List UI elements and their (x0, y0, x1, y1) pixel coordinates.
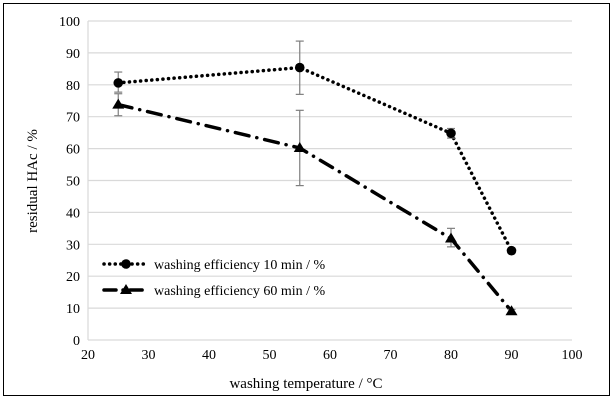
y-tick-label: 20 (66, 270, 80, 285)
y-tick-label: 30 (66, 238, 80, 253)
series-line (116, 102, 514, 314)
y-tick-label: 80 (66, 79, 80, 94)
circle-marker (294, 62, 305, 73)
x-tick-label: 20 (81, 348, 95, 363)
series-group (112, 40, 518, 316)
circle-marker (113, 78, 124, 88)
x-tick-label: 30 (142, 348, 156, 363)
y-tick-label: 0 (73, 334, 80, 349)
x-tick-label: 90 (505, 348, 519, 363)
y-tick-label: 10 (66, 302, 80, 317)
y-tick-label: 60 (66, 143, 80, 158)
x-tick-label: 100 (562, 348, 583, 363)
x-tick-label: 80 (444, 348, 458, 363)
y-tick-label: 90 (66, 47, 80, 62)
series-line (116, 65, 514, 253)
chart-frame (3, 3, 610, 396)
triangle-marker (293, 141, 306, 152)
y-tick-label: 50 (66, 175, 80, 190)
series-1 (113, 40, 517, 256)
x-tick-label: 50 (263, 348, 277, 363)
triangle-marker (505, 305, 518, 316)
x-tick-labels: 20 30 40 50 60 70 80 90 100 (81, 348, 583, 363)
triangle-marker (112, 98, 125, 109)
y-tick-labels: 0 10 20 30 40 50 60 70 80 90 100 (59, 15, 80, 349)
x-tick-label: 70 (384, 348, 398, 363)
circle-marker (121, 259, 131, 269)
legend-label: washing efficiency 60 min / % (154, 284, 326, 299)
legend-label: washing efficiency 10 min / % (154, 258, 326, 273)
triangle-marker (445, 232, 457, 243)
legend: washing efficiency 10 min / % washing eff… (102, 258, 326, 299)
x-tick-label: 60 (323, 348, 337, 363)
y-tick-label: 40 (66, 206, 80, 221)
y-tick-label: 70 (66, 111, 80, 126)
series-2 (112, 93, 518, 316)
triangle-marker (120, 284, 132, 294)
y-axis-label: residual HAc / % (25, 129, 41, 233)
circle-marker (506, 245, 517, 256)
legend-item: washing efficiency 60 min / % (102, 284, 326, 299)
circle-marker (446, 128, 456, 139)
x-axis-label: washing temperature / °C (229, 376, 382, 392)
x-tick-label: 40 (202, 348, 216, 363)
y-tick-label: 100 (59, 15, 80, 30)
legend-item: washing efficiency 10 min / % (102, 258, 326, 273)
